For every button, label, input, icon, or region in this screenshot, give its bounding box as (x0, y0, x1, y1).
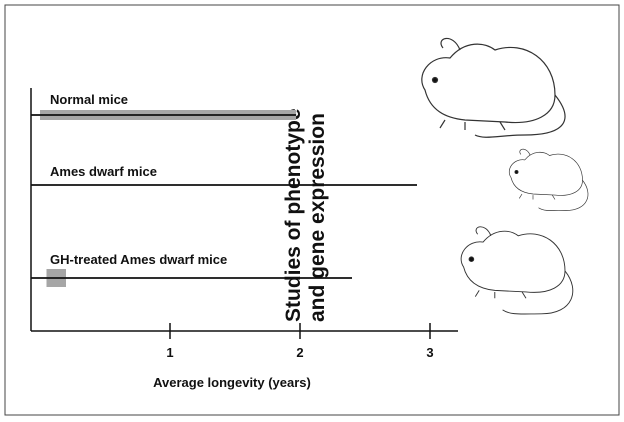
row-label: GH-treated Ames dwarf mice (50, 252, 227, 267)
annotation-line: and gene expression (306, 113, 329, 322)
annotation-line: Studies of phenotype (282, 108, 305, 322)
mouse-small (508, 148, 589, 211)
frame (4, 4, 620, 416)
row-label: Normal mice (50, 92, 128, 107)
x-tick-label: 3 (426, 345, 433, 360)
x-tick-label: 2 (296, 345, 303, 360)
mouse-medium (460, 226, 574, 315)
row-label: Ames dwarf mice (50, 164, 157, 179)
x-axis-label: Average longevity (years) (153, 375, 311, 390)
annotation: Studies of phenotype and gene expression (282, 108, 329, 322)
mouse-large (421, 37, 566, 138)
x-tick-label: 1 (166, 345, 173, 360)
